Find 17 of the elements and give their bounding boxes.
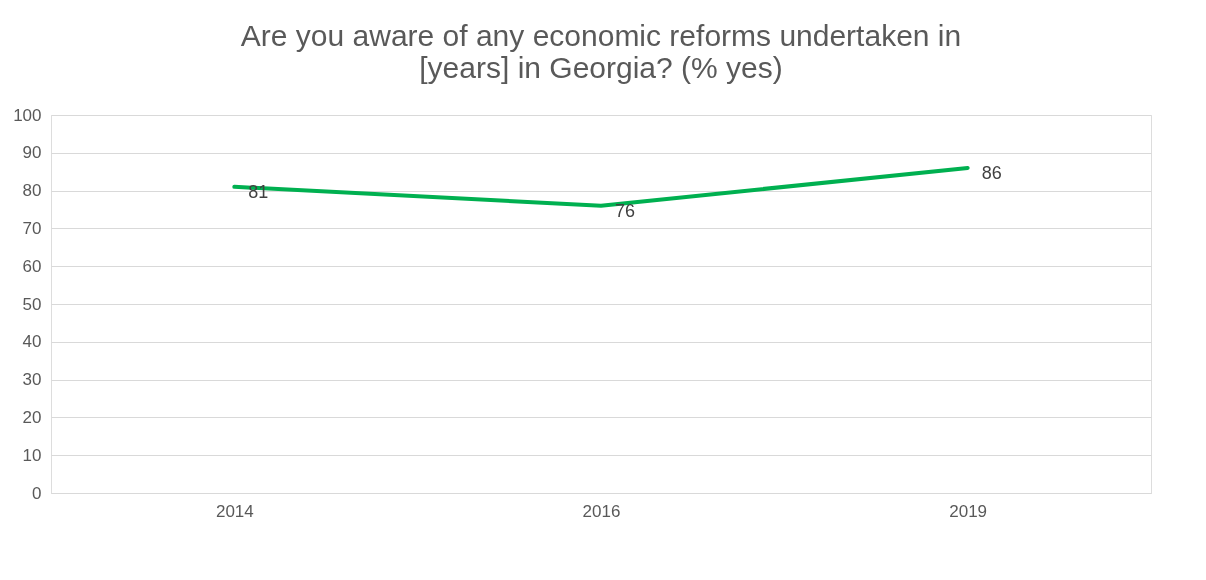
data-label: 76 xyxy=(615,200,636,221)
y-tick-label: 100 xyxy=(13,105,42,125)
y-tick-label: 80 xyxy=(22,181,42,201)
y-tick-label: 40 xyxy=(22,332,42,352)
y-tick-label: 10 xyxy=(22,445,42,465)
y-tick-label: 70 xyxy=(22,218,42,238)
x-tick-label: 2019 xyxy=(949,501,988,521)
y-tick-label: 90 xyxy=(22,143,42,163)
chart-title: Are you aware of any economic reforms undertaken in [years] in Georgia? (% yes) xyxy=(240,19,962,84)
y-tick-label: 50 xyxy=(22,294,42,314)
x-tick-label: 2014 xyxy=(215,501,254,521)
y-tick-label: 20 xyxy=(22,407,42,427)
x-tick-label: 2016 xyxy=(582,501,621,521)
y-tick-label: 0 xyxy=(32,483,42,503)
y-tick-label: 60 xyxy=(22,256,42,276)
data-label: 86 xyxy=(981,162,1002,183)
y-tick-label: 30 xyxy=(22,370,42,390)
